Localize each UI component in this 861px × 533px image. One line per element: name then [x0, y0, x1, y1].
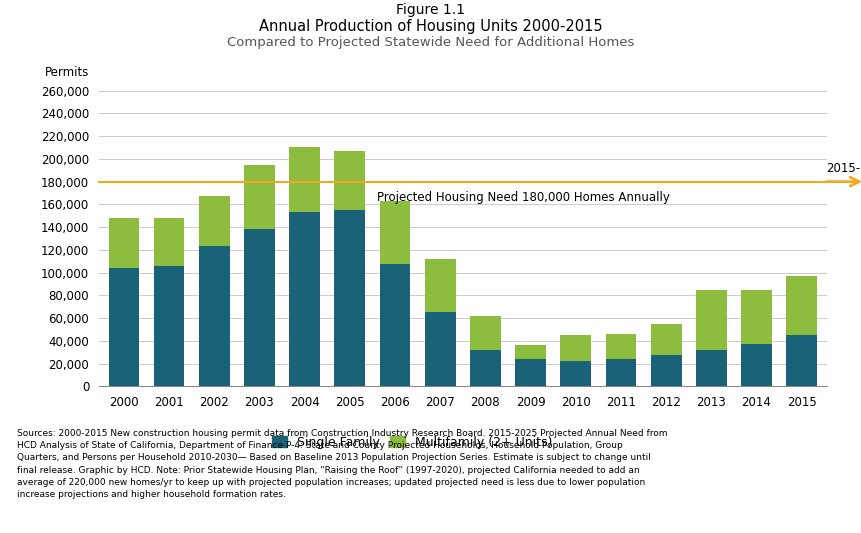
Bar: [334, 151, 365, 210]
Text: 2015-2025: 2015-2025: [827, 162, 861, 175]
Bar: [605, 359, 636, 386]
Bar: [741, 290, 771, 344]
Bar: [651, 324, 682, 354]
Bar: [786, 335, 817, 386]
Bar: [154, 218, 184, 266]
Text: Annual Production of Housing Units 2000-2015: Annual Production of Housing Units 2000-…: [258, 19, 603, 34]
Bar: [108, 218, 139, 268]
Bar: [199, 246, 230, 386]
Bar: [380, 263, 411, 386]
Bar: [696, 290, 727, 350]
Text: Compared to Projected Statewide Need for Additional Homes: Compared to Projected Statewide Need for…: [226, 36, 635, 49]
Text: Permits: Permits: [45, 66, 89, 79]
Bar: [199, 197, 230, 246]
Bar: [515, 345, 546, 359]
Bar: [108, 268, 139, 386]
Bar: [786, 276, 817, 335]
Bar: [289, 148, 320, 212]
Bar: [380, 201, 411, 263]
Bar: [561, 335, 592, 361]
Bar: [561, 361, 592, 386]
Bar: [424, 259, 455, 312]
Bar: [605, 334, 636, 359]
Bar: [515, 359, 546, 386]
Bar: [289, 212, 320, 386]
Text: Sources: 2000-2015 New construction housing permit data from Construction Indust: Sources: 2000-2015 New construction hous…: [17, 429, 668, 499]
Text: Figure 1.1: Figure 1.1: [396, 3, 465, 17]
Bar: [696, 350, 727, 386]
Bar: [470, 316, 501, 350]
Bar: [334, 210, 365, 386]
Bar: [244, 229, 275, 386]
Bar: [424, 312, 455, 386]
Bar: [154, 266, 184, 386]
Bar: [741, 344, 771, 386]
Bar: [470, 350, 501, 386]
Bar: [651, 354, 682, 386]
Bar: [244, 165, 275, 229]
Legend: Single Family, Multifamily (2+ Units): Single Family, Multifamily (2+ Units): [267, 431, 557, 454]
Text: Projected Housing Need 180,000 Homes Annually: Projected Housing Need 180,000 Homes Ann…: [377, 191, 670, 204]
